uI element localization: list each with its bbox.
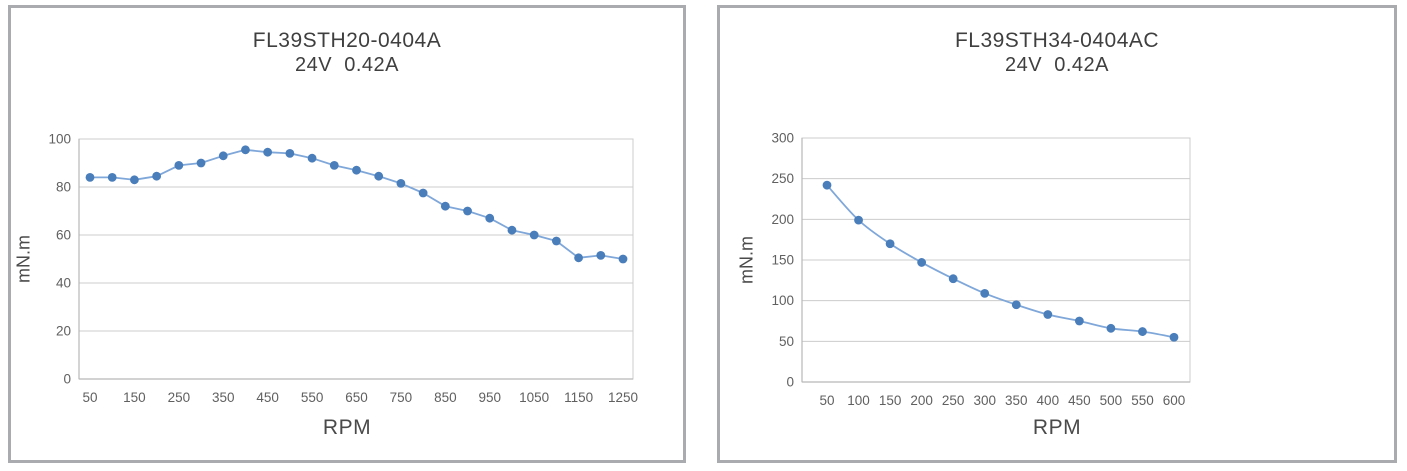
svg-text:50: 50 <box>819 393 834 408</box>
svg-text:950: 950 <box>478 390 501 405</box>
svg-text:600: 600 <box>1163 393 1186 408</box>
chart-panel-right: FL39STH34-0404AC 24V 0.42A mN.m 0 50 100 15… <box>717 5 1397 463</box>
svg-text:50: 50 <box>779 334 794 349</box>
svg-text:1050: 1050 <box>519 390 549 405</box>
svg-text:500: 500 <box>1100 393 1123 408</box>
svg-text:1150: 1150 <box>564 390 593 405</box>
svg-text:350: 350 <box>212 390 235 405</box>
svg-text:50: 50 <box>82 390 97 405</box>
svg-text:150: 150 <box>123 390 146 405</box>
svg-text:300: 300 <box>771 131 794 146</box>
svg-text:200: 200 <box>771 212 794 227</box>
torque-curve-plot: 0 20 40 60 80 100 50 150 250 350 450 550 650 750 850 95… <box>48 132 638 406</box>
svg-text:100: 100 <box>48 132 71 147</box>
torque-curve-plot: 0 50 100 150 200 250 300 50 100 150 200 250 300 350 40… <box>771 131 1191 408</box>
svg-text:400: 400 <box>1037 393 1060 408</box>
svg-text:550: 550 <box>1131 393 1154 408</box>
svg-text:20: 20 <box>56 324 71 339</box>
svg-text:300: 300 <box>973 393 996 408</box>
svg-text:100: 100 <box>847 393 870 408</box>
svg-text:450: 450 <box>256 390 279 405</box>
svg-text:200: 200 <box>910 393 933 408</box>
svg-text:750: 750 <box>390 390 413 405</box>
svg-text:150: 150 <box>879 393 902 408</box>
svg-text:250: 250 <box>771 171 794 186</box>
svg-text:850: 850 <box>434 390 457 405</box>
svg-text:60: 60 <box>56 228 71 243</box>
svg-text:250: 250 <box>942 393 965 408</box>
svg-text:350: 350 <box>1005 393 1028 408</box>
svg-text:100: 100 <box>771 293 794 308</box>
x-axis-label: RPM <box>1032 416 1082 439</box>
svg-text:0: 0 <box>786 375 794 390</box>
svg-text:450: 450 <box>1068 393 1091 408</box>
x-axis-label: RPM <box>322 416 372 439</box>
svg-text:40: 40 <box>56 276 71 291</box>
svg-text:550: 550 <box>301 390 324 405</box>
svg-text:1250: 1250 <box>608 390 638 405</box>
chart-panel-left: FL39STH20-0404A 24V 0.42A mN.m 0 20 40 60 80… <box>8 5 686 463</box>
svg-text:650: 650 <box>345 390 368 405</box>
svg-text:150: 150 <box>771 253 794 268</box>
svg-text:80: 80 <box>56 180 71 195</box>
svg-text:0: 0 <box>63 372 71 387</box>
svg-text:250: 250 <box>168 390 191 405</box>
